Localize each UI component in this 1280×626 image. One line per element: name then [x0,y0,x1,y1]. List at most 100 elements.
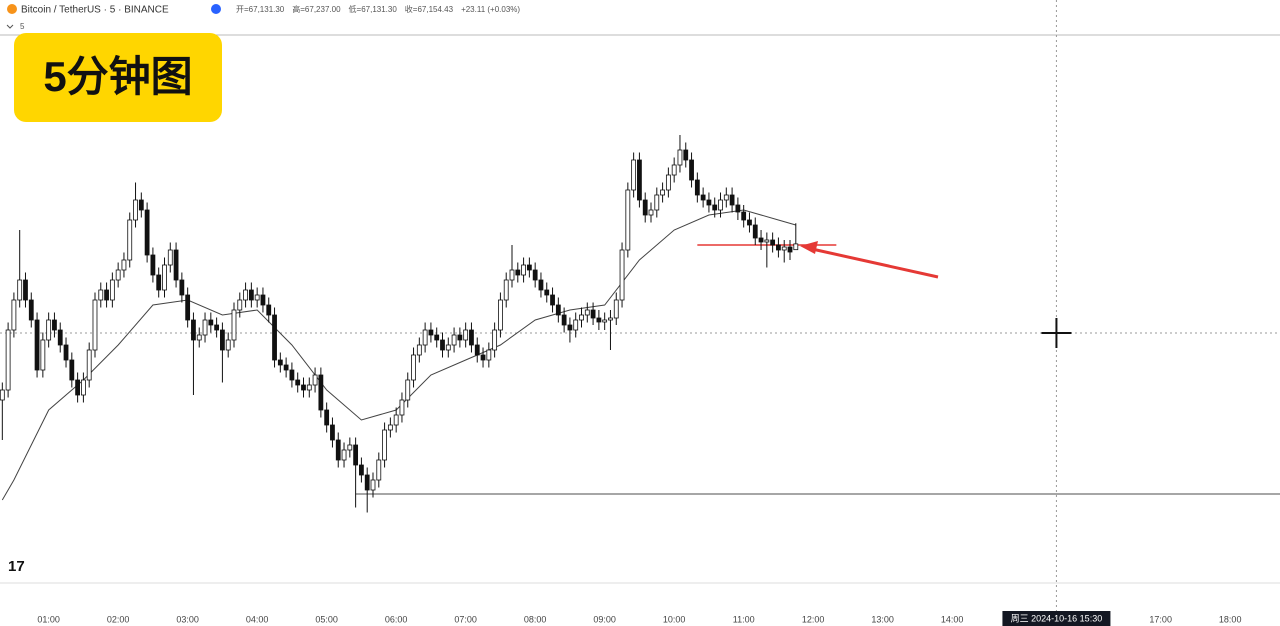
crosshair-label-box [1002,611,1111,626]
candle-body [700,194,706,201]
candle-body [191,319,196,341]
candle-body [405,379,411,401]
candle-body [399,399,405,416]
candle-body [69,359,75,381]
candle-body [196,334,202,341]
candle-body [567,324,573,331]
x-tick-label: 03:00 [176,614,199,624]
candle-body [11,299,17,331]
badge-text: 5分钟图 [43,53,192,100]
candle-body [660,189,665,196]
candle-body [138,199,144,211]
ohlc-value: 高=67,237.00 [292,4,341,14]
candle-body [376,459,382,481]
candle-body [648,209,654,216]
x-tick-label: 12:00 [802,614,825,624]
candle-body [17,279,23,301]
candle-body [469,329,474,346]
candle-body [185,294,191,321]
candle-body [295,379,301,386]
candle-body [301,384,306,391]
candle-body [144,209,150,256]
candle-body [0,389,5,401]
candle-body [584,309,590,316]
candle-body [718,199,723,211]
candle-body [179,279,185,296]
candle-body [335,439,341,461]
candle-body [712,204,718,211]
candle-body [596,317,602,323]
candle-body [133,199,138,221]
candle-body [98,289,104,301]
candle-body [237,299,243,311]
candle-body [150,254,156,276]
badge [14,33,222,122]
candle-body [318,374,324,411]
candle-body [416,344,422,356]
candle-body [480,354,486,361]
candle-body [75,379,81,396]
candle-body [359,464,364,476]
candle-body [266,304,272,316]
candle-body [521,264,526,276]
x-tick-label: 18:00 [1219,614,1242,624]
candle-body [631,159,637,191]
candle-body [364,474,370,491]
candle-body [283,364,289,371]
chevron[interactable] [6,24,14,29]
candle-body [787,246,793,253]
candle-body [225,339,231,351]
candle-body [752,224,758,239]
candle-body [689,159,694,181]
candle-body [353,444,359,466]
candle-body [23,279,28,301]
candle-body [474,344,480,356]
candle-body [486,349,492,361]
candle-body [457,334,463,341]
candle-body [370,479,376,491]
candle-body [498,299,503,331]
candle-body [723,194,729,201]
candle-body [277,359,283,366]
candle-body [625,189,631,251]
candle-body [306,384,312,391]
candle-body [747,219,752,226]
candle-body [579,314,584,321]
candle-body [677,149,683,166]
candle-body [642,199,648,216]
x-tick-label: 07:00 [454,614,477,624]
candle-body [393,414,399,426]
candle-body [637,159,642,201]
candle-body [463,329,469,341]
candle-body [613,299,619,319]
x-tick-label: 05:00 [315,614,338,624]
candle-body [440,339,445,351]
candle-body [231,309,237,341]
candle-body [312,374,318,386]
candle-body [654,194,660,211]
candle-body [341,449,347,461]
x-tick-label: 13:00 [871,614,894,624]
candle-body [671,164,677,176]
candle-body [214,324,220,331]
candle-body [167,249,173,266]
x-tick-label: 06:00 [385,614,408,624]
x-tick-label: 08:00 [524,614,547,624]
interval: 5 [20,22,25,31]
candle-body [115,269,121,281]
candle-body [5,329,11,391]
candle-body [382,429,387,461]
x-tick-label: 01:00 [37,614,60,624]
crosshair-cursor [1041,318,1072,348]
candle-body [526,264,532,271]
candle-body [602,319,608,323]
candle-body [109,279,115,301]
candle-body [428,329,434,336]
x-tick-label: 10:00 [663,614,686,624]
candle-body [202,319,208,336]
candle-body [451,334,457,346]
candle-body [741,211,747,221]
ohlc-value: +23.11 (+0.03%) [461,5,520,14]
arrow-head [800,241,818,254]
